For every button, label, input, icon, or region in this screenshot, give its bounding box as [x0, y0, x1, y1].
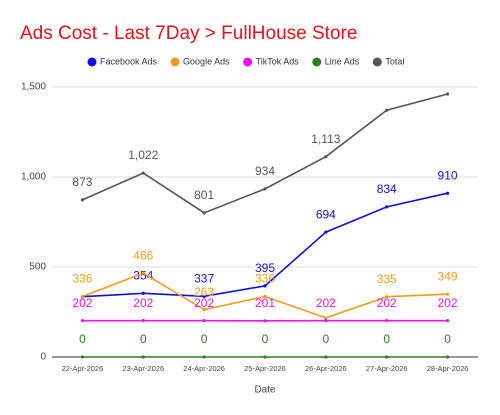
data-label: 834	[377, 182, 397, 196]
data-point	[141, 171, 145, 175]
data-label: 873	[72, 175, 92, 189]
x-axis-title: Date	[254, 385, 276, 396]
data-label: 466	[133, 248, 153, 262]
x-tick-label: 25-Apr-2026	[244, 364, 286, 373]
data-point	[324, 319, 328, 323]
data-point	[263, 355, 267, 359]
x-tick-label: 26-Apr-2026	[305, 364, 347, 373]
data-point	[141, 271, 145, 275]
legend-marker	[372, 57, 382, 67]
data-point	[324, 155, 328, 159]
data-label: 354	[133, 268, 153, 282]
data-point	[202, 355, 206, 359]
data-label: 0	[140, 332, 147, 346]
data-label: 202	[377, 296, 397, 310]
data-point	[80, 294, 85, 299]
legend-marker	[312, 57, 322, 67]
data-point	[141, 291, 145, 295]
legend-label: Google Ads	[183, 56, 230, 66]
y-tick-label: 1,500	[21, 82, 46, 93]
data-point	[445, 92, 450, 96]
x-tick-label: 22-Apr-2026	[62, 364, 104, 373]
x-tick-label: 23-Apr-2026	[122, 364, 164, 373]
data-point	[324, 316, 328, 320]
legend-marker	[87, 57, 97, 67]
data-point	[202, 308, 206, 312]
data-label: 0	[323, 332, 330, 346]
data-point	[80, 355, 85, 359]
data-label: 910	[438, 168, 458, 182]
data-point	[385, 108, 389, 112]
data-point	[263, 319, 267, 323]
data-point	[445, 319, 450, 323]
data-point	[141, 319, 145, 323]
data-label: 336	[72, 272, 92, 286]
data-point	[385, 205, 389, 209]
data-label: 263	[194, 285, 214, 299]
data-point	[385, 295, 389, 299]
data-label: 0	[201, 332, 208, 346]
data-point	[263, 294, 267, 299]
data-label: 0	[262, 332, 269, 346]
data-point	[263, 187, 267, 191]
data-point	[385, 319, 389, 323]
data-point	[324, 230, 328, 234]
data-label: 335	[377, 272, 397, 286]
data-label: 337	[194, 272, 214, 286]
data-label: 934	[255, 164, 275, 178]
x-tick-label: 27-Apr-2026	[366, 364, 408, 373]
data-label: 801	[194, 188, 214, 202]
data-point	[445, 191, 450, 195]
legend-label: Facebook Ads	[100, 56, 158, 66]
data-label: 336	[255, 272, 275, 286]
y-tick-label: 500	[29, 262, 46, 273]
y-tick-label: 1,000	[21, 172, 46, 183]
chart-title: Ads Cost - Last 7Day > FullHouse Store	[20, 23, 357, 44]
data-label: 395	[255, 261, 275, 275]
data-point	[324, 355, 328, 359]
data-label: 0	[383, 332, 390, 346]
data-label: 1,022	[128, 148, 158, 162]
data-label: 202	[133, 296, 153, 310]
data-point	[141, 355, 145, 359]
data-point	[445, 292, 450, 296]
legend-label: Total	[385, 56, 404, 66]
data-label: 1,113	[311, 132, 340, 146]
data-point	[80, 319, 85, 323]
x-tick-label: 28-Apr-2026	[427, 364, 469, 373]
data-label: 201	[255, 296, 275, 310]
y-tick-label: 0	[40, 352, 46, 363]
data-point	[202, 319, 206, 323]
legend-marker	[243, 57, 253, 67]
data-point	[445, 355, 450, 359]
data-point	[80, 198, 85, 202]
legend-label: Line Ads	[325, 56, 360, 66]
data-label: 202	[438, 296, 458, 310]
x-tick-label: 24-Apr-2026	[183, 364, 225, 373]
data-label: 349	[438, 269, 458, 283]
data-point	[202, 294, 206, 298]
data-label: 0	[444, 332, 451, 346]
data-label: 202	[316, 296, 336, 310]
data-label: 694	[316, 207, 336, 221]
data-label: 0	[79, 332, 86, 346]
legend-label: TikTok Ads	[256, 56, 300, 66]
data-point	[385, 355, 389, 359]
data-label: 202	[72, 296, 92, 310]
data-point	[263, 284, 267, 288]
legend-marker	[170, 57, 180, 67]
data-label: 202	[194, 296, 214, 310]
data-point	[202, 211, 206, 215]
